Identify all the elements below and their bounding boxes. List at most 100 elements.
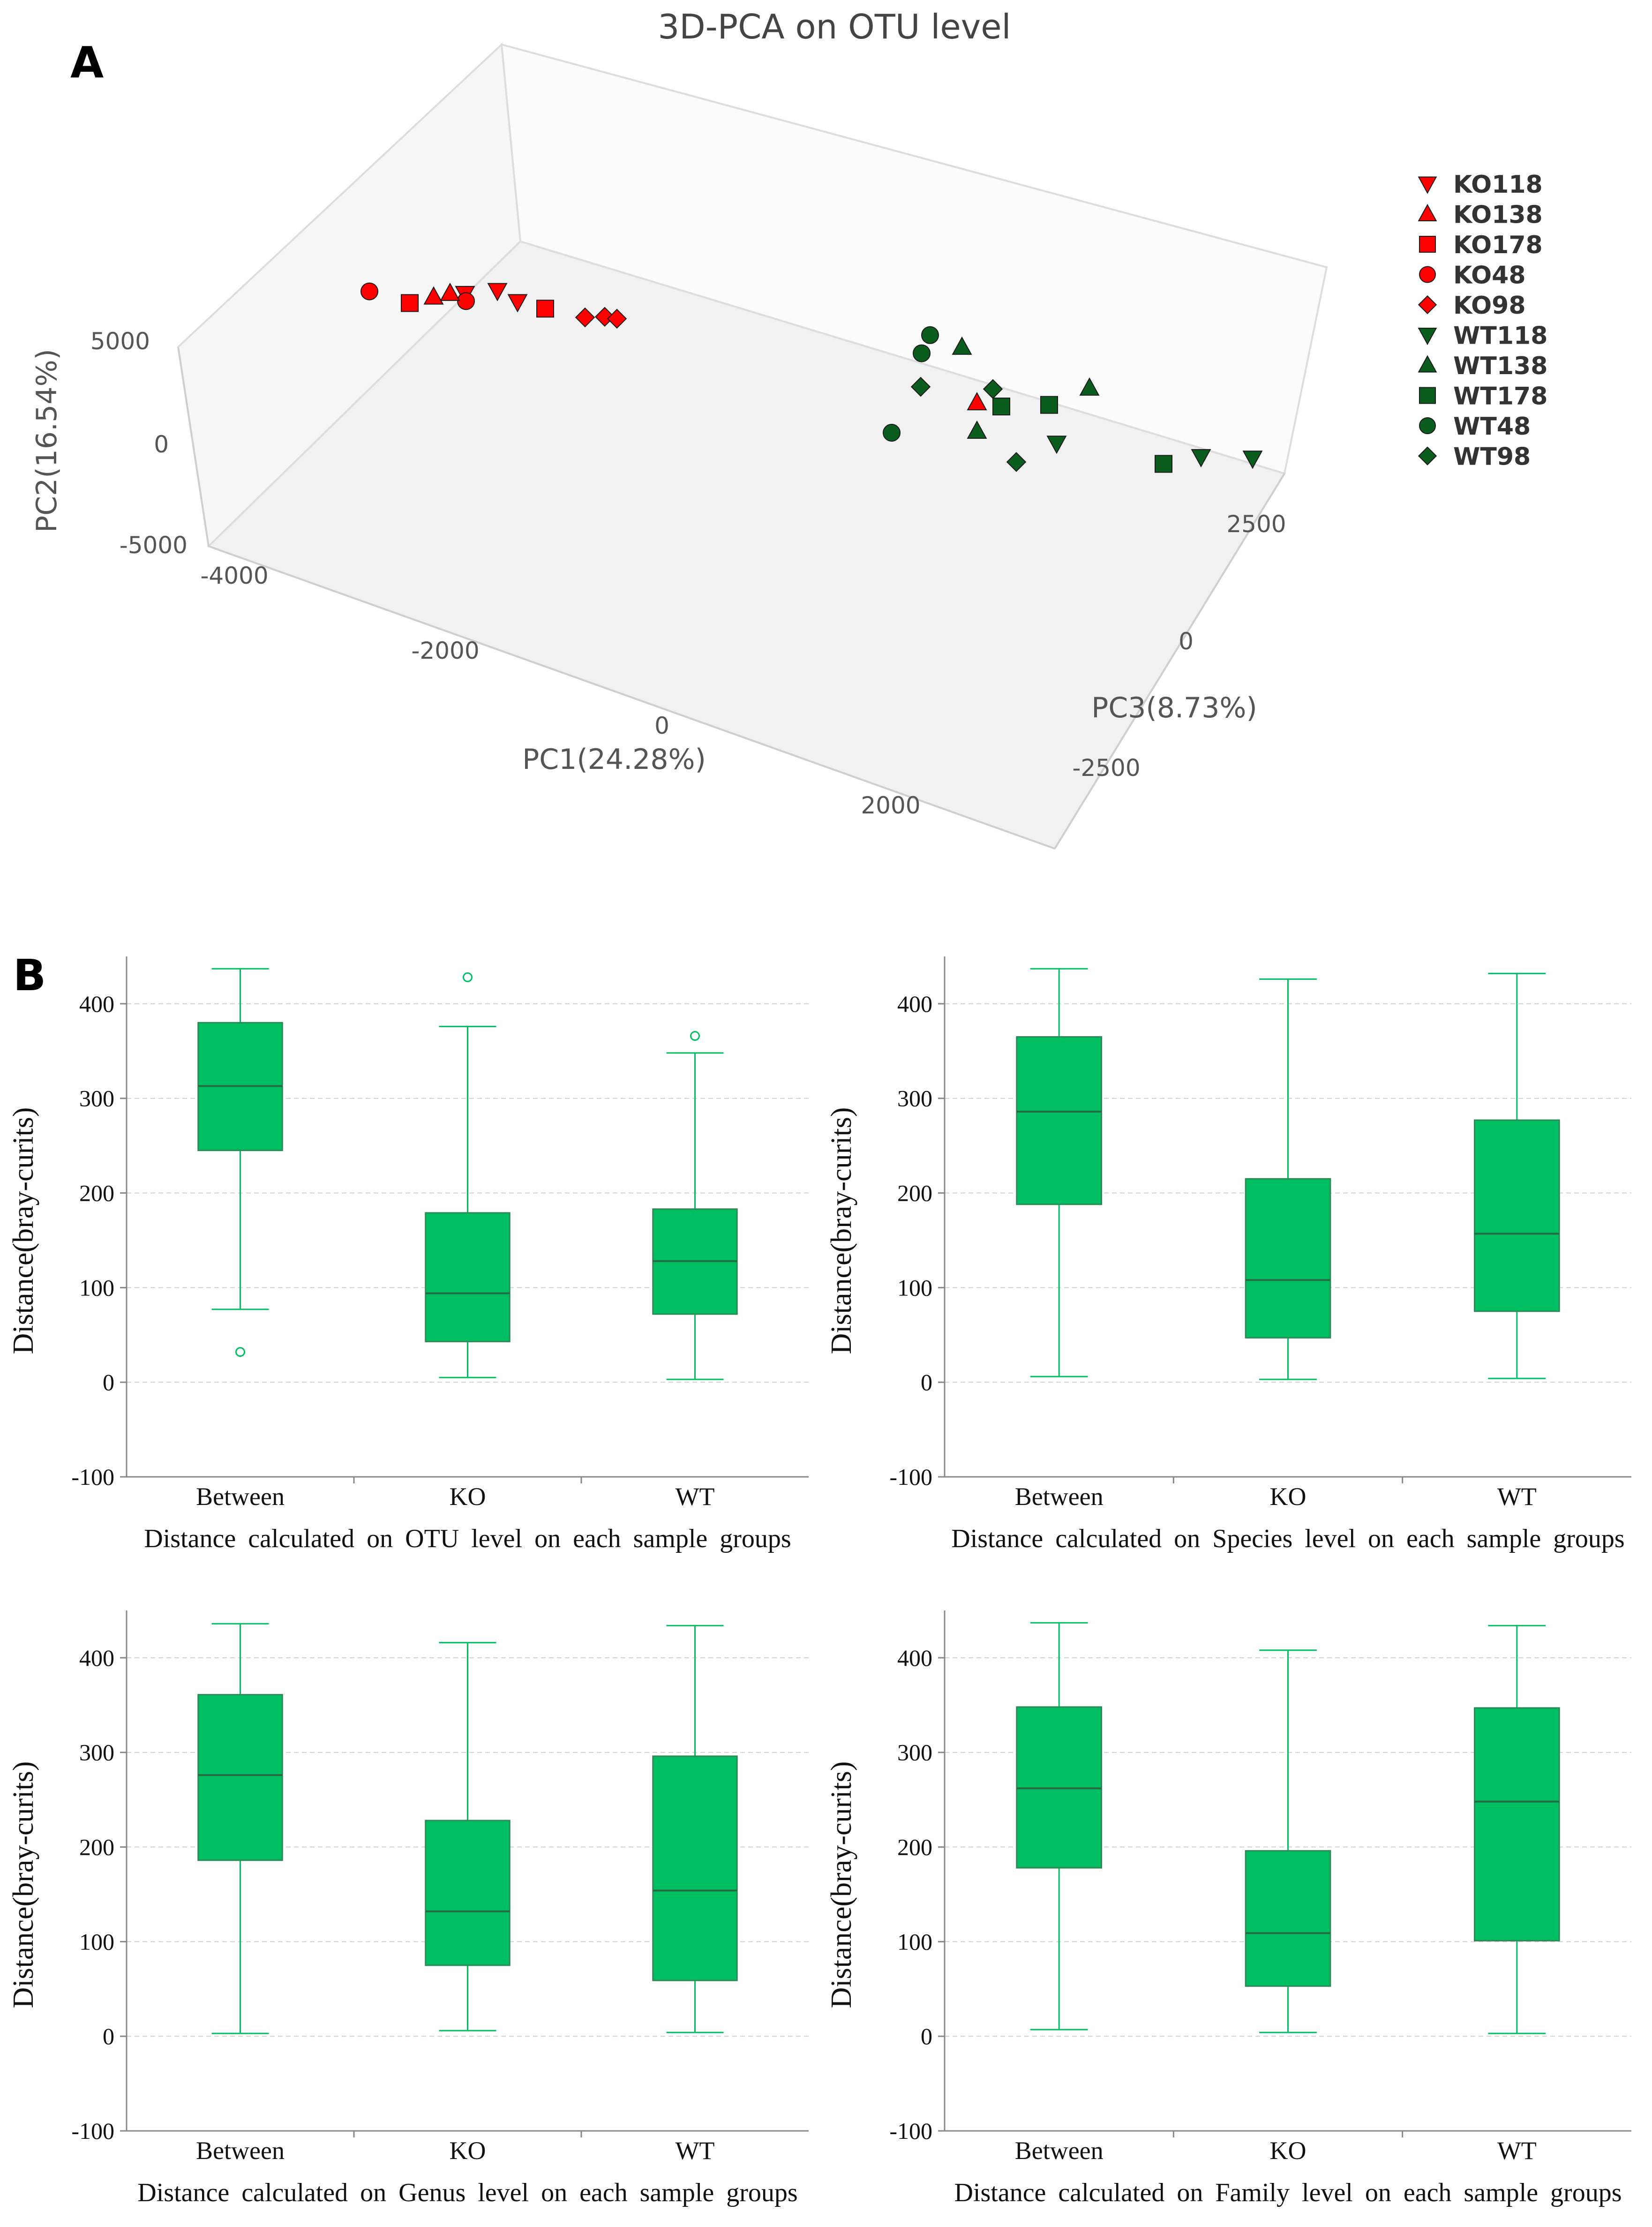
box-outlier	[463, 972, 473, 982]
pca-panel: A 3D-PCA on OTU level 5000 0 -5000 PC2(1…	[30, 7, 1547, 850]
y-tick-label: 400	[79, 991, 114, 1017]
pca-ytick: 0	[154, 431, 169, 458]
pca-point	[1155, 455, 1172, 473]
pca-z-axis-line	[1054, 473, 1285, 850]
x-axis-title: Distance calculated on OTU level on each…	[144, 1524, 791, 1553]
pca-point	[440, 282, 460, 301]
x-tick-label: WT	[1497, 1482, 1537, 1511]
y-tick-label: 200	[79, 1180, 114, 1206]
pca-ytick: -5000	[120, 532, 188, 559]
pca-x-axis-title: PC1(24.28%)	[522, 743, 706, 776]
pca-point	[952, 336, 972, 355]
pca-legend: KO118KO138KO178KO48KO98WT118WT138WT178WT…	[1418, 171, 1547, 471]
y-tick-label: 100	[79, 1928, 114, 1955]
legend-marker	[1419, 266, 1436, 283]
pca-point	[360, 282, 378, 301]
pca-z-axis-title: PC3(8.73%)	[1091, 692, 1257, 724]
x-tick-label: KO	[450, 1482, 486, 1511]
box	[425, 1212, 511, 1342]
y-tick-label: -100	[71, 2118, 114, 2144]
y-tick-label: 400	[897, 991, 932, 1017]
legend-marker	[1419, 417, 1436, 434]
panel-b-letter: B	[13, 950, 46, 1001]
pca-point	[423, 286, 444, 305]
y-tick-label: -100	[71, 1464, 114, 1490]
y-tick-label: -100	[889, 2118, 932, 2144]
boxplot-panel: -100 0 100 200 300 400 Between KO WT Distance cal…	[826, 956, 1631, 1553]
pca-point	[457, 292, 475, 310]
y-tick-label: 0	[103, 1369, 114, 1395]
legend-label: KO48	[1453, 262, 1526, 290]
box	[1245, 1178, 1331, 1339]
x-tick-label: Between	[1015, 2137, 1104, 2165]
pca-point	[1079, 377, 1100, 396]
pca-ztick: 2500	[1226, 511, 1286, 538]
box	[1016, 1036, 1103, 1205]
y-tick-label: 400	[79, 1645, 114, 1671]
legend-label: WT138	[1453, 352, 1547, 380]
y-tick-label: 0	[921, 2023, 932, 2049]
legend-marker	[1418, 355, 1437, 373]
boxplot-panel: -100 0 100 200 300 400 Between KO WT Distance cal…	[826, 1610, 1631, 2207]
box	[652, 1755, 738, 1981]
y-tick-label: 300	[897, 1085, 932, 1112]
legend-marker	[1418, 176, 1437, 194]
pca-point	[1191, 449, 1211, 467]
pca-point	[913, 344, 931, 362]
pca-point	[910, 376, 931, 397]
pca-title: 3D-PCA on OTU level	[658, 7, 1011, 46]
box-outlier	[235, 1347, 245, 1357]
pca-point	[883, 424, 901, 442]
boxplot-panels: -100 0 100 200 300 400 Between KO WT Distance cal…	[8, 956, 1631, 2207]
legend-label: KO98	[1453, 292, 1526, 320]
x-tick-label: Between	[196, 1482, 285, 1511]
y-tick-label: 300	[79, 1739, 114, 1766]
pca-ztick: 0	[1179, 628, 1194, 655]
y-tick-label: -100	[889, 1464, 932, 1490]
pca-axis-labels: 5000 0 -5000 PC2(16.54%) -4000 -2000 0 2…	[30, 328, 1286, 819]
legend-marker	[1418, 295, 1437, 315]
pca-point	[507, 294, 528, 313]
x-axis-title: Distance calculated on Genus level on ea…	[137, 2178, 797, 2207]
legend-label: KO138	[1453, 201, 1543, 229]
legend-marker	[1418, 446, 1437, 466]
x-tick-label: WT	[676, 1482, 715, 1511]
pca-point	[1006, 452, 1027, 472]
pca-point	[967, 392, 987, 411]
boxplot-panel: -100 0 100 200 300 400 Between KO WT Distance cal…	[8, 956, 809, 1553]
pca-xtick: -2000	[411, 637, 479, 664]
legend-label: WT98	[1453, 443, 1531, 471]
boxplot-panel: -100 0 100 200 300 400 Between KO WT Distance cal…	[8, 1610, 809, 2207]
pca-point	[575, 307, 595, 328]
x-tick-label: WT	[676, 2137, 715, 2165]
box	[197, 1694, 283, 1861]
y-tick-label: 200	[897, 1180, 932, 1206]
pca-point	[921, 326, 939, 344]
pca-ztick: -2500	[1072, 754, 1140, 782]
y-axis-title: Distance(bray-curits)	[826, 1761, 857, 2009]
legend-label: KO178	[1453, 231, 1543, 259]
pca-point	[967, 420, 987, 439]
y-tick-label: 200	[897, 1834, 932, 1860]
x-axis-title: Distance calculated on Family level on e…	[954, 2178, 1622, 2207]
pca-point	[594, 307, 615, 327]
pca-xtick: 2000	[861, 792, 920, 819]
pca-xtick: 0	[654, 712, 669, 739]
legend-marker	[1418, 328, 1437, 346]
x-tick-label: Between	[1015, 1482, 1104, 1511]
y-axis-title: Distance(bray-curits)	[8, 1107, 39, 1354]
y-tick-label: 300	[897, 1739, 932, 1766]
pca-point	[1040, 396, 1058, 414]
y-tick-label: 400	[897, 1645, 932, 1671]
x-tick-label: KO	[1270, 2137, 1307, 2165]
legend-marker	[1418, 203, 1437, 221]
y-tick-label: 0	[103, 2023, 114, 2049]
box-outlier	[690, 1031, 700, 1041]
legend-label: WT178	[1453, 383, 1547, 411]
pca-y-axis-title: PC2(16.54%)	[30, 349, 63, 533]
y-axis-title: Distance(bray-curits)	[8, 1761, 39, 2009]
legend-label: WT118	[1453, 322, 1547, 350]
pca-point	[607, 308, 627, 329]
legend-marker	[1419, 387, 1436, 404]
y-tick-label: 300	[79, 1085, 114, 1112]
